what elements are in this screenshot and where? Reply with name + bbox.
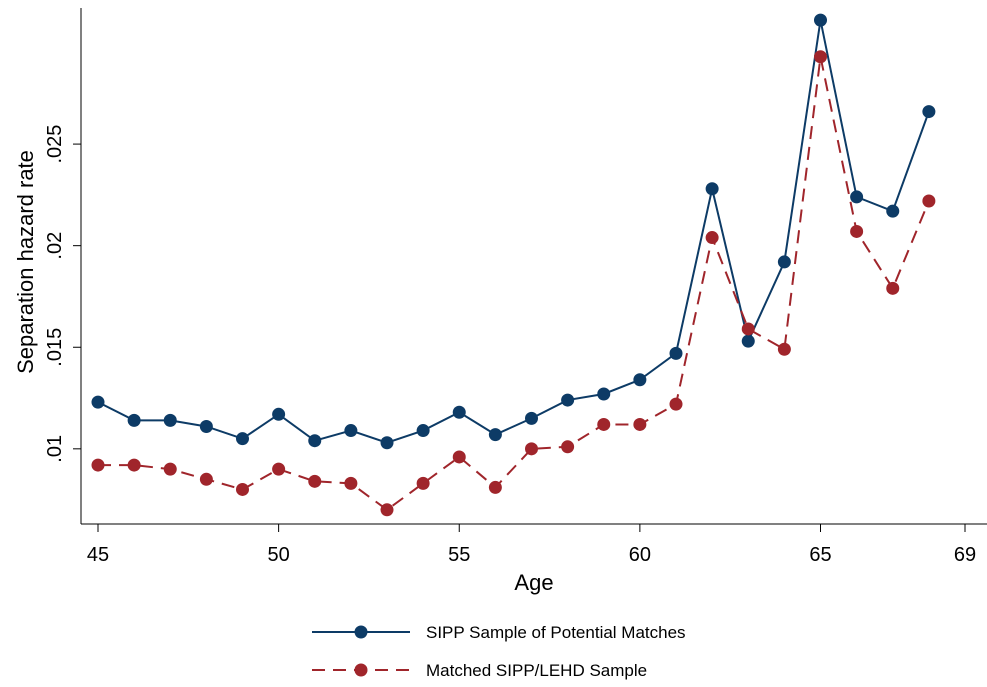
legend: SIPP Sample of Potential Matches Matched …: [312, 623, 686, 680]
data-point: [163, 462, 177, 476]
data-point: [488, 428, 502, 442]
y-axis: .01 .015 .02 .025: [44, 8, 82, 524]
data-point: [127, 458, 141, 472]
legend-label: SIPP Sample of Potential Matches: [426, 623, 686, 642]
data-point: [199, 472, 213, 486]
legend-item: Matched SIPP/LEHD Sample: [312, 661, 647, 680]
legend-label: Matched SIPP/LEHD Sample: [426, 661, 647, 680]
data-point: [741, 334, 755, 348]
series-2: [91, 50, 936, 517]
data-point: [597, 387, 611, 401]
data-point: [308, 474, 322, 488]
data-point: [814, 13, 827, 27]
data-point: [922, 194, 936, 208]
data-point: [633, 373, 647, 387]
data-point: [416, 476, 430, 490]
data-point: [308, 434, 322, 448]
data-point: [669, 346, 683, 360]
data-point: [633, 417, 647, 431]
data-point: [344, 424, 358, 438]
data-point: [452, 405, 466, 419]
data-point: [91, 458, 105, 472]
y-ticks: .01 .015 .02 .025: [44, 125, 81, 463]
data-point: [525, 442, 538, 456]
data-point: [272, 407, 286, 421]
y-axis-title: Separation hazard rate: [13, 150, 38, 374]
data-point: [525, 411, 538, 425]
data-point: [597, 417, 611, 431]
data-point: [380, 503, 394, 517]
data-point: [561, 440, 575, 454]
data-point: [380, 436, 394, 450]
data-point: [236, 482, 249, 496]
series-line: [98, 56, 930, 512]
x-ticks: 45 50 55 60 65 69: [87, 524, 976, 566]
x-tick-label: 65: [809, 544, 831, 566]
data-point: [236, 432, 249, 446]
legend-item: SIPP Sample of Potential Matches: [312, 623, 686, 642]
legend-swatch-marker: [354, 625, 368, 639]
y-tick-label: .025: [44, 125, 66, 164]
y-tick-label: .01: [44, 435, 66, 463]
data-point: [886, 204, 900, 218]
data-point: [741, 322, 755, 336]
data-point: [163, 413, 177, 427]
data-point: [705, 182, 719, 196]
data-point: [127, 413, 141, 427]
data-point: [922, 105, 936, 119]
data-point: [199, 419, 213, 433]
data-point: [777, 255, 791, 269]
y-tick-label: .015: [44, 328, 66, 367]
data-point: [272, 462, 286, 476]
x-axis-title: Age: [514, 570, 553, 595]
data-point: [886, 281, 900, 295]
data-point: [777, 342, 791, 356]
x-tick-label: 60: [629, 544, 651, 566]
data-point: [91, 395, 105, 409]
x-tick-label: 45: [87, 544, 109, 566]
data-point: [814, 50, 827, 64]
y-tick-label: .02: [44, 232, 66, 260]
series-1: [91, 13, 936, 450]
data-point: [561, 393, 575, 407]
legend-swatch-marker: [354, 663, 368, 677]
x-tick-label: 50: [268, 544, 290, 566]
data-point: [452, 450, 466, 464]
series-layer: [91, 13, 936, 517]
series-line: [97, 19, 930, 444]
x-tick-label: 69: [954, 544, 976, 566]
data-point: [669, 397, 683, 411]
data-point: [488, 480, 502, 494]
data-point: [416, 424, 430, 438]
data-point: [850, 224, 864, 238]
x-tick-label: 55: [448, 544, 470, 566]
data-point: [705, 231, 719, 245]
data-point: [850, 190, 864, 204]
x-axis: 45 50 55 60 65 69: [81, 523, 987, 566]
data-point: [344, 476, 358, 490]
